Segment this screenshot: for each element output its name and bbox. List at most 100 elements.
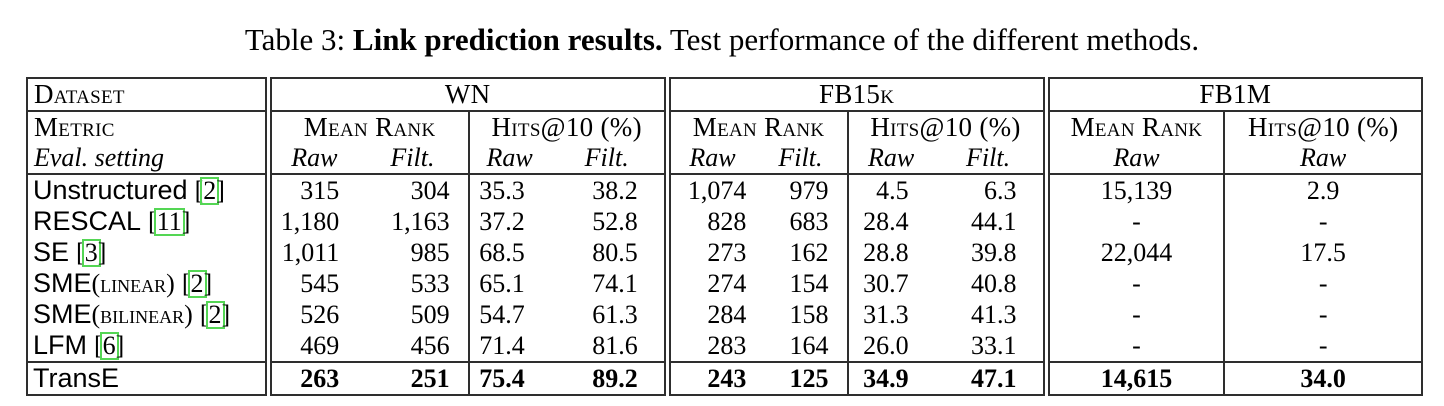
table-cell: - [1223,268,1422,299]
table-caption: Table 3: Link prediction results. Test p… [0,22,1444,58]
table-cell: 39.8 [971,237,1017,267]
citation-number: 11 [153,208,185,236]
method-name: LFM [33,330,87,360]
table-row: LFM [6] 469 456 71.4 81.6 283 164 26.0 33… [27,330,1422,363]
table-cell: 15,139 [1042,174,1225,206]
table-row: Unstructured [2] 315 304 35.3 38.2 1,074 … [27,174,1422,206]
method-name: SE [33,237,70,267]
table-cell: 979 [789,175,829,205]
table-cell: 304 [410,175,450,205]
citation-link[interactable]: [6] [94,331,125,360]
table-cell: 31.3 [846,299,934,330]
citation-number: 2 [205,301,225,329]
method-cell: Unstructured [2] [27,174,268,206]
setting-filt: Filt. [549,143,668,175]
method-name: TransE [33,363,120,393]
caption-prefix: Table 3: [244,22,353,57]
table-cell: - [1042,268,1225,299]
citation-link[interactable]: [2] [199,300,231,329]
method-name: Unstructured [33,175,188,205]
fb15k-hits10-header: Hits@10 (%) [846,111,1047,143]
setting-raw: Raw [663,143,755,175]
table-cell: - [1223,330,1422,363]
table-cell: - [1042,330,1225,363]
table-cell: 34.0 [1223,362,1422,395]
table-cell: 273 [663,237,755,268]
table-cell: 52.8 [592,206,638,236]
setting-raw: Raw [1042,143,1225,175]
table-cell: 162 [789,237,829,267]
table-cell: 2.9 [1223,174,1422,206]
wn-mean-rank-header: Mean Rank [264,111,469,143]
table-cell: 26.0 [846,330,934,363]
table-cell: 283 [663,330,755,363]
table-cell: 545 [264,268,358,299]
table-cell: 1,011 [264,237,358,268]
table-cell: 315 [264,174,358,206]
method-subname: (linear) [91,269,175,298]
dataset-label: Dataset [27,78,269,112]
table-cell: - [1223,206,1422,237]
table-cell: 35.3 [467,174,550,206]
table-cell: 61.3 [592,299,638,329]
citation-link[interactable]: [2] [194,176,225,205]
fb15k-mean-rank-header: Mean Rank [663,111,848,143]
table-cell: 526 [264,299,358,330]
table-cell: 71.4 [467,330,550,363]
dataset-header-fb15k: FB15k [663,78,1047,112]
table-cell: 54.7 [467,299,550,330]
method-name: SME [33,299,92,329]
table-cell: 985 [410,237,450,267]
table-cell: 284 [663,299,755,330]
table-cell: 6.3 [984,175,1017,205]
table-cell: 47.1 [971,363,1017,393]
table-cell: 683 [789,206,829,236]
link-prediction-results-table: Dataset WN FB15k FB1M Metric Mean Rank H… [26,77,1423,396]
table-cell: 243 [663,362,755,395]
table-cell: 158 [789,299,829,329]
table-cell: 17.5 [1223,237,1422,268]
table-cell: 28.8 [846,237,934,268]
table-cell: 44.1 [971,206,1017,236]
table-row: SME(bilinear) [2] 526 509 54.7 61.3 284 1… [27,299,1422,330]
table-cell: 22,044 [1042,237,1225,268]
method-cell: LFM [6] [27,330,269,363]
table-cell: 34.9 [846,362,934,395]
table-cell: 469 [264,330,358,363]
method-cell: SME(linear) [2] [27,268,268,299]
table-cell: 263 [264,362,358,395]
table-row: SME(linear) [2] 545 533 65.1 74.1 274 154… [27,268,1422,299]
citation-link[interactable]: [11] [148,207,191,236]
dataset-header-fb1m: FB1M [1042,78,1422,112]
setting-filt: Filt. [754,143,848,175]
dataset-header-row: Dataset WN FB15k FB1M [27,78,1422,112]
table-cell: 75.4 [467,362,550,395]
metric-label: Metric [34,112,115,142]
table-cell: 37.2 [467,206,550,237]
citation-number: 3 [81,239,101,267]
citation-link[interactable]: [2] [181,269,213,298]
table-cell: - [1042,299,1225,330]
setting-raw: Raw [1223,143,1422,175]
table-cell: 30.7 [846,268,934,299]
eval-setting-label: Eval. setting [27,143,269,175]
citation-number: 2 [187,270,207,298]
method-name: SME [33,268,92,298]
table-cell: 1,180 [264,206,358,237]
table-cell: 154 [789,268,829,298]
metric-header-row: Metric Mean Rank Hits@10 (%) Mean Rank H… [27,111,1422,143]
table-cell: 4.5 [846,174,934,206]
table-cell: 28.4 [846,206,934,237]
table-cell: 80.5 [592,237,638,267]
fb1m-mean-rank-header: Mean Rank [1042,111,1225,143]
method-cell: TransE[] [27,362,268,395]
citation-number: 2 [200,177,220,205]
setting-raw: Raw [264,143,358,175]
eval-setting-row: Eval. setting Raw Filt. Raw Filt. Raw Fi… [27,143,1422,175]
table-cell: 164 [754,330,848,363]
citation-link[interactable]: [3] [76,238,107,267]
table-cell: 40.8 [971,268,1017,298]
dataset-header-wn: WN [264,78,668,112]
table-cell: 41.3 [971,299,1017,329]
table-cell: 33.1 [933,330,1047,363]
